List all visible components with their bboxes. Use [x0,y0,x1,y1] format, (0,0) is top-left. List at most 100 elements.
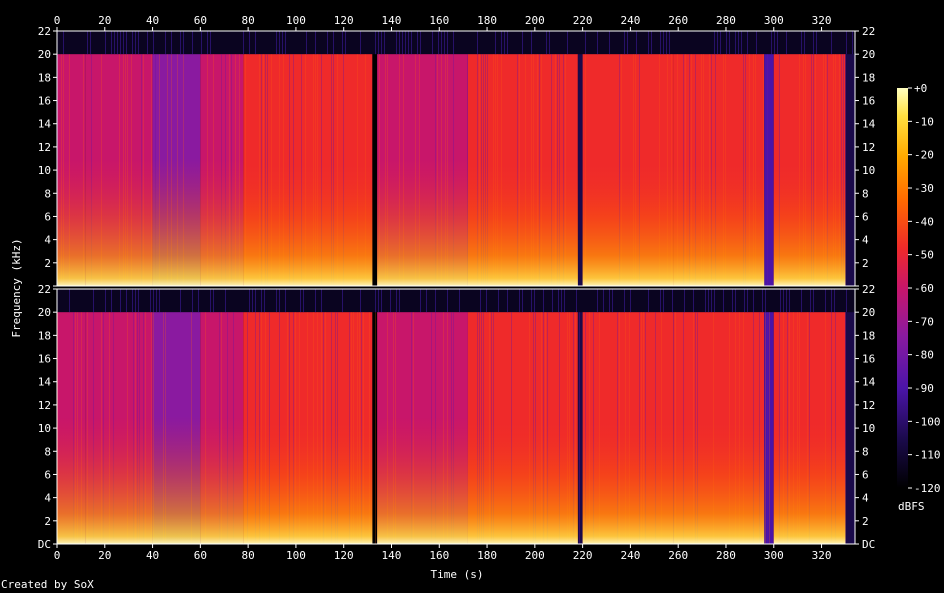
spectrogram-segment [764,54,774,286]
spectrogram-texture [405,31,406,55]
y-tick-label: 18 [38,71,51,84]
y-tick-label: 2 [44,515,51,528]
spectrogram-texture [669,31,670,55]
spectrogram-texture [282,31,283,55]
spectrogram-texture [459,289,460,313]
spectrogram-texture [531,31,532,55]
spectrogram-texture [651,31,652,55]
y-tick-label: 18 [38,329,51,342]
low-frequency-energy [582,289,674,544]
x-tick-label: 120 [334,14,354,27]
spectrogram-texture [285,289,286,313]
spectrogram-texture [315,289,316,313]
spectrogram-texture [636,31,637,55]
y-tick-label: 8 [44,187,51,200]
spectrogram-texture [684,289,685,313]
x-tick-label: 0 [54,14,61,27]
spectrogram-texture [432,31,433,55]
spectrogram-texture [624,289,625,313]
spectrogram-texture [767,312,768,544]
x-tick-label: 300 [764,14,784,27]
spectrogram-texture [249,31,250,55]
spectrogram-texture [672,289,673,313]
spectrogram-texture [534,289,535,313]
spectrogram-texture [627,31,628,55]
spectrogram-texture [63,31,64,55]
colorbar-tick-label: -80 [914,349,934,362]
spectrogram-texture [507,289,508,313]
low-frequency-energy [773,31,846,286]
colorbar-tick-label: -70 [914,315,934,328]
spectrogram-texture [552,289,553,313]
spectrogram-texture [609,31,610,55]
colorbar-gradient [897,88,908,488]
spectrogram-texture [327,31,328,55]
spectrogram-texture [378,31,379,55]
y-tick-label: 8 [862,187,869,200]
x-tick-label: 200 [525,549,545,562]
spectrogram-texture [69,289,70,313]
spectrogram-texture [769,312,770,544]
x-tick-label: 320 [812,14,832,27]
y-tick-label: 4 [44,234,51,247]
spectrogram-texture [147,31,148,55]
y-tick-label: 16 [38,95,51,108]
spectrogram-texture [402,31,403,55]
y-tick-label: 8 [44,445,51,458]
spectrogram-texture [780,289,781,313]
spectrogram-texture [663,31,664,55]
spectrogram-texture [213,289,214,313]
spectrogram-texture [558,289,559,313]
spectrogram-texture [813,289,814,313]
spectrogram-texture [384,31,385,55]
spectrogram-texture [729,31,730,55]
spectrogram-texture [381,289,382,313]
spectrogram-texture [201,31,202,55]
spectrogram-texture [126,289,127,313]
spectrogram-texture [156,289,157,313]
spectrogram-texture [435,289,436,313]
spectrogram-texture [834,289,835,313]
y-tick-label: 4 [44,492,51,505]
low-frequency-energy [85,31,153,286]
spectrogram-texture [747,289,748,313]
spectrogram-texture [831,289,832,313]
x-tick-label: 20 [98,14,111,27]
x-tick-label: 280 [716,14,736,27]
spectrogram-texture [171,31,172,55]
x-tick-label: 320 [812,549,832,562]
spectrogram-texture [165,31,166,55]
colorbar: +0 -10 -20 -30 -40 -50 -60 -70 -80 -90 -100 -110 -12… [897,82,941,495]
spectrogram-texture [333,31,334,55]
x-tick-label: 120 [334,549,354,562]
spectrogram-texture [648,31,649,55]
spectrogram-texture [87,31,88,55]
spectrogram-texture [279,31,280,55]
x-tick-label: 40 [146,549,159,562]
low-frequency-energy [152,31,201,286]
spectrogram-texture [375,289,376,313]
spectrogram-texture [420,31,421,55]
low-frequency-energy [200,289,244,544]
spectrogram-texture [225,289,226,313]
x-tick-label: 140 [382,549,402,562]
spectrogram-texture [183,31,184,55]
spectrogram-texture [105,289,106,313]
spectrogram-texture [845,312,846,544]
spectrogram-texture [831,31,832,55]
spectrogram-texture [705,289,706,313]
spectrogram-texture [717,31,718,55]
y-tick-label: 20 [38,48,51,61]
spectrogram-texture [753,289,754,313]
x-tick-label: 200 [525,14,545,27]
spectrogram-texture [447,289,448,313]
spectrogram-texture [252,289,253,313]
x-tick-label: 60 [194,549,207,562]
spectrogram-texture [522,289,523,313]
spectrogram-texture [486,289,487,313]
y-tick-label: 2 [44,257,51,270]
y-tick-label: 12 [862,141,875,154]
spectrogram-texture [180,31,181,55]
x-tick-label: 240 [620,549,640,562]
y-tick-label: 14 [38,118,52,131]
